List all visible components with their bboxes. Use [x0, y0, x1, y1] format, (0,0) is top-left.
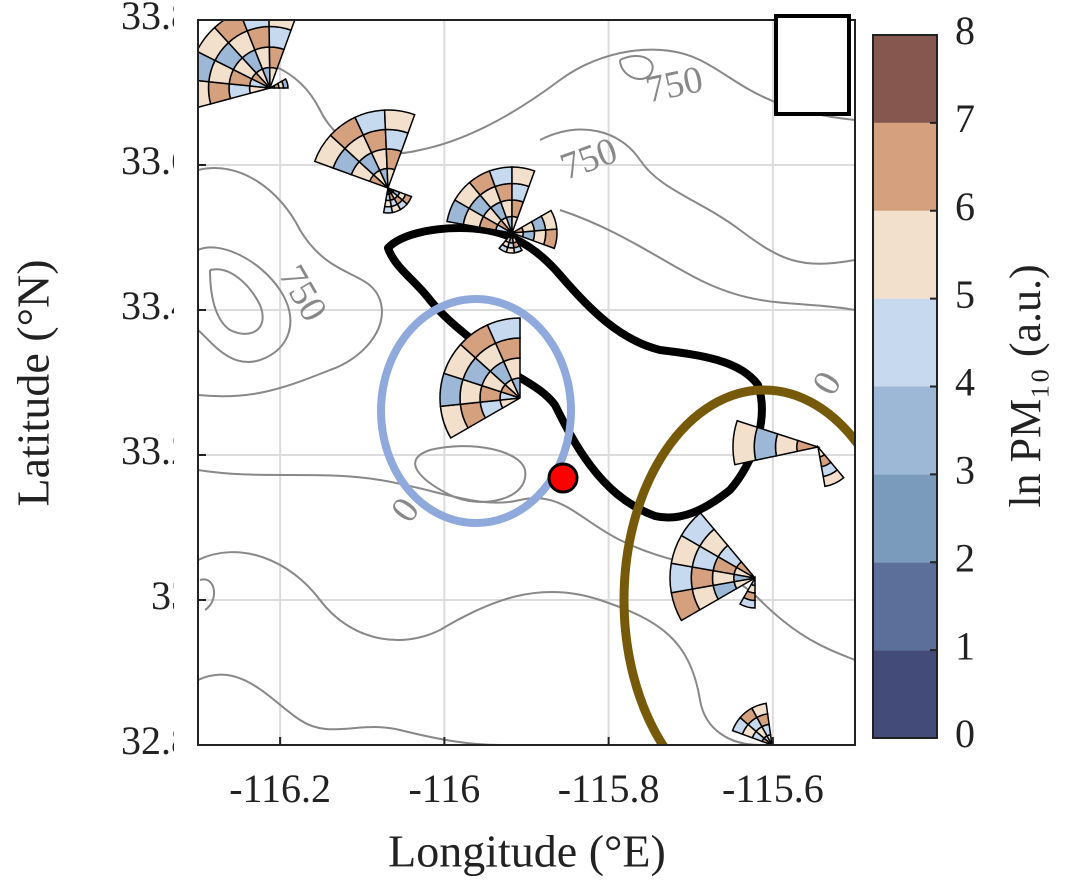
rose-sector: [386, 187, 390, 195]
colorbar-tick-label: 4: [955, 360, 975, 405]
contours: [198, 48, 855, 745]
y-axis-label: Latitude (°N): [8, 259, 59, 506]
rose-sector: [383, 199, 393, 208]
y-tick-labels: 32.8 33 33.2 33.4 33.6 33.8: [121, 0, 191, 763]
highlight-ellipse: [619, 385, 855, 745]
rose-sector: [542, 228, 558, 250]
y-tick-label: 33.6: [121, 138, 191, 183]
contour-line: [619, 55, 654, 80]
rose-sector: [242, 20, 270, 32]
rose-sector: [680, 511, 716, 548]
rose-sector: [198, 79, 212, 109]
x-tick-label: -115.8: [558, 766, 660, 811]
contour-line: [198, 469, 855, 661]
contour-line: [198, 167, 383, 398]
contour-line: [198, 48, 855, 155]
rose-sector: [213, 20, 249, 44]
y-tick-label: 33.2: [121, 428, 191, 473]
colorbar: 0 1 2 3 4 5 6 7 8: [872, 8, 975, 756]
rose-sector: [498, 243, 509, 254]
overlays: [198, 20, 855, 745]
rose-sector: [198, 51, 217, 83]
rose-sector: [511, 166, 536, 188]
colorbar-bin: [873, 650, 937, 738]
colorbar-bin: [873, 122, 937, 211]
x-tick-label: -116.2: [229, 766, 331, 811]
rose-sector: [822, 468, 845, 488]
rose-sector: [732, 419, 759, 466]
rose-sector: [280, 77, 289, 89]
rose-sector: [750, 702, 769, 719]
rose-sector: [384, 193, 392, 202]
rose-sector: [382, 205, 394, 214]
rose-sector: [268, 20, 296, 32]
contour-line: [199, 578, 215, 611]
colorbar-tick-label: 5: [955, 272, 975, 317]
contour-line: [559, 209, 855, 311]
highlight-ellipse: [377, 295, 575, 527]
wind-roses: [198, 20, 845, 745]
contour-line: [198, 246, 292, 363]
contour-line: [198, 673, 501, 745]
contour-line: [209, 268, 264, 335]
x-tick-label: -116: [408, 766, 480, 811]
rose-sector: [383, 109, 416, 134]
inset-box: [774, 14, 851, 116]
colorbar-bin: [873, 35, 937, 123]
colorbar-tick-label: 8: [955, 8, 975, 53]
contour-line: [414, 445, 527, 503]
site-marker: [547, 462, 579, 494]
axes-frame: [197, 19, 856, 746]
rose-sector: [753, 426, 779, 462]
colorbar-tick-label: 0: [955, 711, 975, 756]
colorbar-tick-label: 2: [955, 535, 975, 580]
ticks: 32.8 33 33.2 33.4 33.6 33.8 -116.2 -116 -115.8 -1…: [121, 0, 824, 811]
colorbar-tick-label: 7: [955, 96, 975, 141]
x-tick-label: -115.6: [722, 766, 824, 811]
contour-line: [198, 551, 761, 745]
colorbar-tick-label: 6: [955, 184, 975, 229]
x-axis-label: Longitude (°E): [388, 826, 666, 877]
colorbar-bin: [873, 474, 937, 563]
y-tick-label: 32.8: [121, 718, 191, 763]
colorbar-bin: [873, 298, 937, 387]
colorbar-label: ln PM₁₀ (a.u.): [1001, 264, 1050, 507]
rose-sector: [486, 317, 521, 345]
contour-line: [539, 128, 855, 265]
y-tick-label: 33.4: [121, 283, 191, 328]
colorbar-bin: [873, 386, 937, 475]
rose-sector: [669, 562, 694, 594]
colorbar-bin: [873, 562, 937, 651]
rose-sector: [738, 596, 756, 609]
colorbar-bin: [873, 210, 937, 299]
colorbar-tick-label: 1: [955, 623, 975, 668]
colorbar-tick-label: 3: [955, 448, 975, 493]
y-tick-label: 33.8: [121, 0, 191, 38]
y-tick-label: 33: [151, 573, 191, 618]
